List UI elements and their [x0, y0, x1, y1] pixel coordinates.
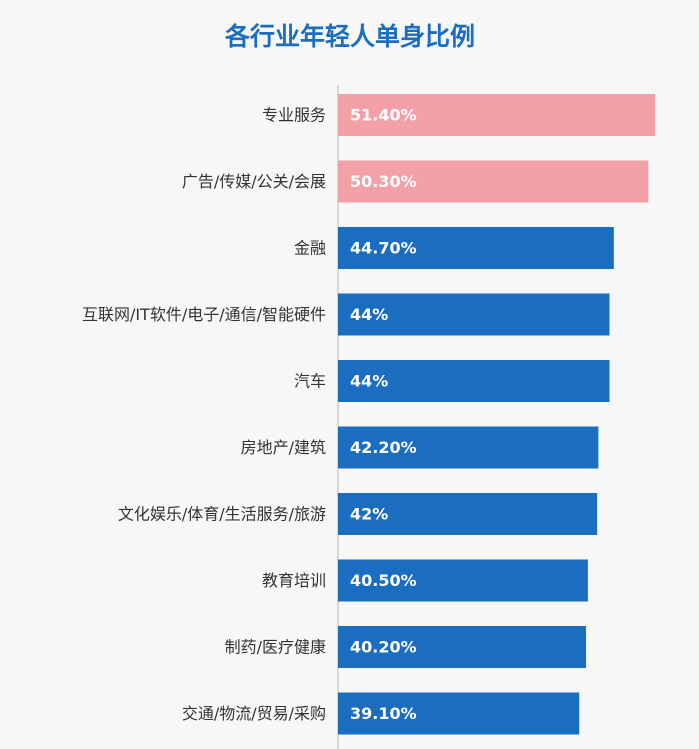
value-label: 42.20%: [350, 438, 417, 457]
chart-title: 各行业年轻人单身比例: [224, 22, 475, 51]
bar: [338, 692, 580, 735]
category-label: 交通/物流/贸易/采购: [182, 704, 326, 723]
category-label: 金融: [294, 239, 326, 258]
bar: [338, 493, 598, 535]
value-label: 39.10%: [350, 704, 417, 723]
category-label: 房地产/建筑: [241, 438, 326, 457]
value-label: 44.70%: [350, 239, 417, 258]
value-label: 42%: [350, 505, 388, 524]
category-label: 广告/传媒/公关/会展: [182, 172, 326, 191]
category-label: 汽车: [294, 372, 326, 391]
bar: [338, 360, 610, 402]
bar: [338, 94, 656, 136]
value-label: 51.40%: [350, 106, 417, 125]
category-label: 文化娱乐/体育/生活服务/旅游: [118, 505, 326, 524]
category-label: 专业服务: [262, 106, 326, 125]
value-label: 44%: [350, 305, 388, 324]
bar: [338, 559, 588, 602]
value-label: 44%: [350, 372, 388, 391]
value-label: 40.50%: [350, 571, 417, 590]
bar: [338, 293, 610, 336]
bar: [338, 227, 614, 269]
bar: [338, 426, 599, 469]
value-label: 40.20%: [350, 638, 417, 657]
value-label: 50.30%: [350, 172, 417, 191]
bar: [338, 626, 587, 668]
category-label: 互联网/IT软件/电子/通信/智能硬件: [82, 305, 326, 324]
category-label: 教育培训: [262, 571, 326, 590]
bar: [338, 160, 649, 203]
category-label: 制药/医疗健康: [225, 638, 326, 657]
